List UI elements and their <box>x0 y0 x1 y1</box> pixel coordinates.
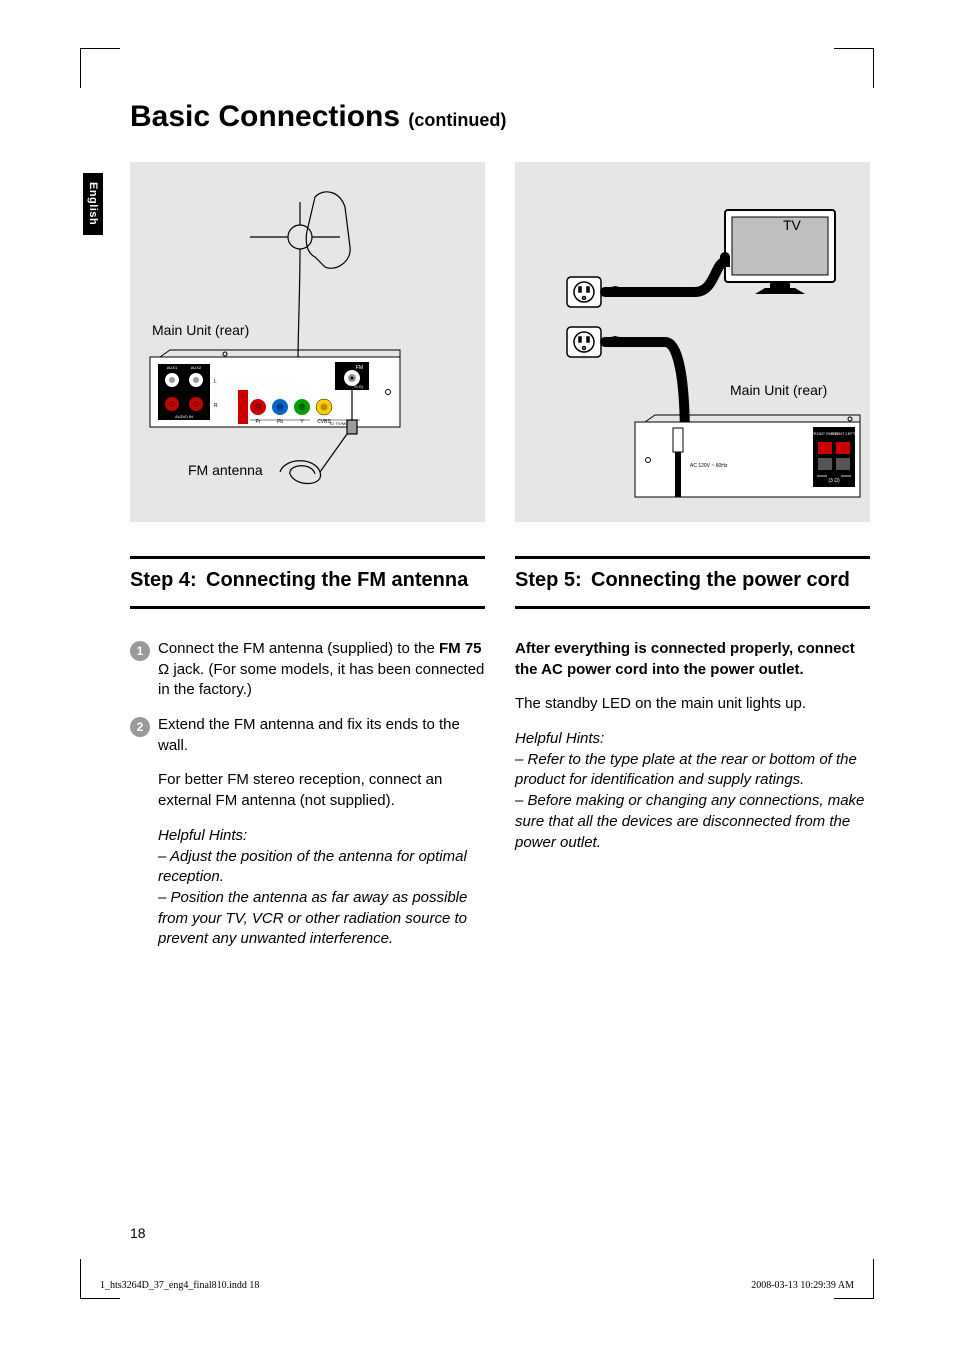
page-title: Basic Connections (continued) <box>130 100 870 134</box>
step4-hints: Helpful Hints: – Adjust the position of … <box>130 826 485 950</box>
page-number: 18 <box>130 1225 146 1241</box>
fm-antenna-diagram: AUX1 AUX2 L R AUDIO IN Pr <box>130 162 485 522</box>
language-tab: English <box>83 173 103 235</box>
list-item: 2 Extend the FM antenna and fix its ends… <box>130 715 485 756</box>
content-area: Basic Connections (continued) <box>130 100 870 950</box>
figure-fm-antenna: AUX1 AUX2 L R AUDIO IN Pr <box>130 162 485 522</box>
hint-text: – Adjust the position of the antenna for… <box>158 847 485 888</box>
step4-note: For better FM stereo reception, connect … <box>130 770 485 811</box>
manual-page: English Basic Connections (continued) <box>0 0 954 1347</box>
figure-power-cord: AC 120V ~ 60Hz FRONT RIGHT FRONT LEFT (3… <box>515 162 870 522</box>
step4-heading: Step 4: Connecting the FM antenna <box>130 556 485 609</box>
language-tab-label: English <box>87 182 99 225</box>
hints-label: Helpful Hints: <box>515 729 870 750</box>
svg-text:(3 Ω): (3 Ω) <box>828 478 840 484</box>
label-main-unit-rear: Main Unit (rear) <box>152 322 249 338</box>
hint-text: – Before making or changing any connecti… <box>515 791 870 853</box>
crop-mark-tl <box>80 48 120 88</box>
step4-item2-text: Extend the FM antenna and fix its ends t… <box>158 715 485 756</box>
crop-mark-bl <box>80 1259 120 1299</box>
svg-text:AUDIO IN: AUDIO IN <box>175 414 193 419</box>
hint-text: – Refer to the type plate at the rear or… <box>515 750 870 791</box>
title-continued: (continued) <box>408 110 506 130</box>
svg-text:FRONT LEFT: FRONT LEFT <box>831 431 856 436</box>
step4-instructions: 1 Connect the FM antenna (supplied) to t… <box>130 639 485 756</box>
label-tv: TV <box>783 217 801 233</box>
footer-date-stamp: 2008-03-13 10:29:39 AM <box>751 1280 854 1291</box>
footer-file-stamp: 1_hts3264D_37_eng4_final810.indd 18 <box>100 1280 259 1291</box>
title-main: Basic Connections <box>130 100 408 133</box>
step-bullet-1: 1 <box>130 641 150 661</box>
list-item: 1 Connect the FM antenna (supplied) to t… <box>130 639 485 701</box>
step4-item1-text: Connect the FM antenna (supplied) to the… <box>158 639 485 701</box>
svg-text:R: R <box>214 403 218 409</box>
svg-text:L: L <box>214 379 217 385</box>
left-column: AUX1 AUX2 L R AUDIO IN Pr <box>130 162 485 950</box>
step5-hints: Helpful Hints: – Refer to the type plate… <box>515 729 870 853</box>
two-column-layout: AUX1 AUX2 L R AUDIO IN Pr <box>130 162 870 950</box>
power-cord-diagram: AC 120V ~ 60Hz FRONT RIGHT FRONT LEFT (3… <box>515 162 870 522</box>
svg-text:FM: FM <box>356 365 363 371</box>
svg-text:AUX2: AUX2 <box>191 365 202 370</box>
hints-label: Helpful Hints: <box>158 826 485 847</box>
step5-title: Connecting the power cord <box>591 569 870 592</box>
step5-number: Step 5: <box>515 569 591 592</box>
crop-mark-br <box>834 1259 874 1299</box>
svg-text:AUX1: AUX1 <box>167 365 178 370</box>
svg-text:(75 Ω): (75 Ω) <box>352 384 364 389</box>
hint-text: – Position the antenna as far away as po… <box>158 888 485 950</box>
step-bullet-2: 2 <box>130 717 150 737</box>
right-column: AC 120V ~ 60Hz FRONT RIGHT FRONT LEFT (3… <box>515 162 870 950</box>
step4-number: Step 4: <box>130 569 206 592</box>
svg-text:AC 120V ~ 60Hz: AC 120V ~ 60Hz <box>690 463 728 469</box>
label-fm-antenna: FM antenna <box>188 462 263 478</box>
step5-lead: After everything is connected properly, … <box>515 639 870 680</box>
label-main-unit-rear: Main Unit (rear) <box>730 382 827 398</box>
step5-heading: Step 5: Connecting the power cord <box>515 556 870 609</box>
step5-para: The standby LED on the main unit lights … <box>515 694 870 715</box>
step4-title: Connecting the FM antenna <box>206 569 485 592</box>
crop-mark-tr <box>834 48 874 88</box>
